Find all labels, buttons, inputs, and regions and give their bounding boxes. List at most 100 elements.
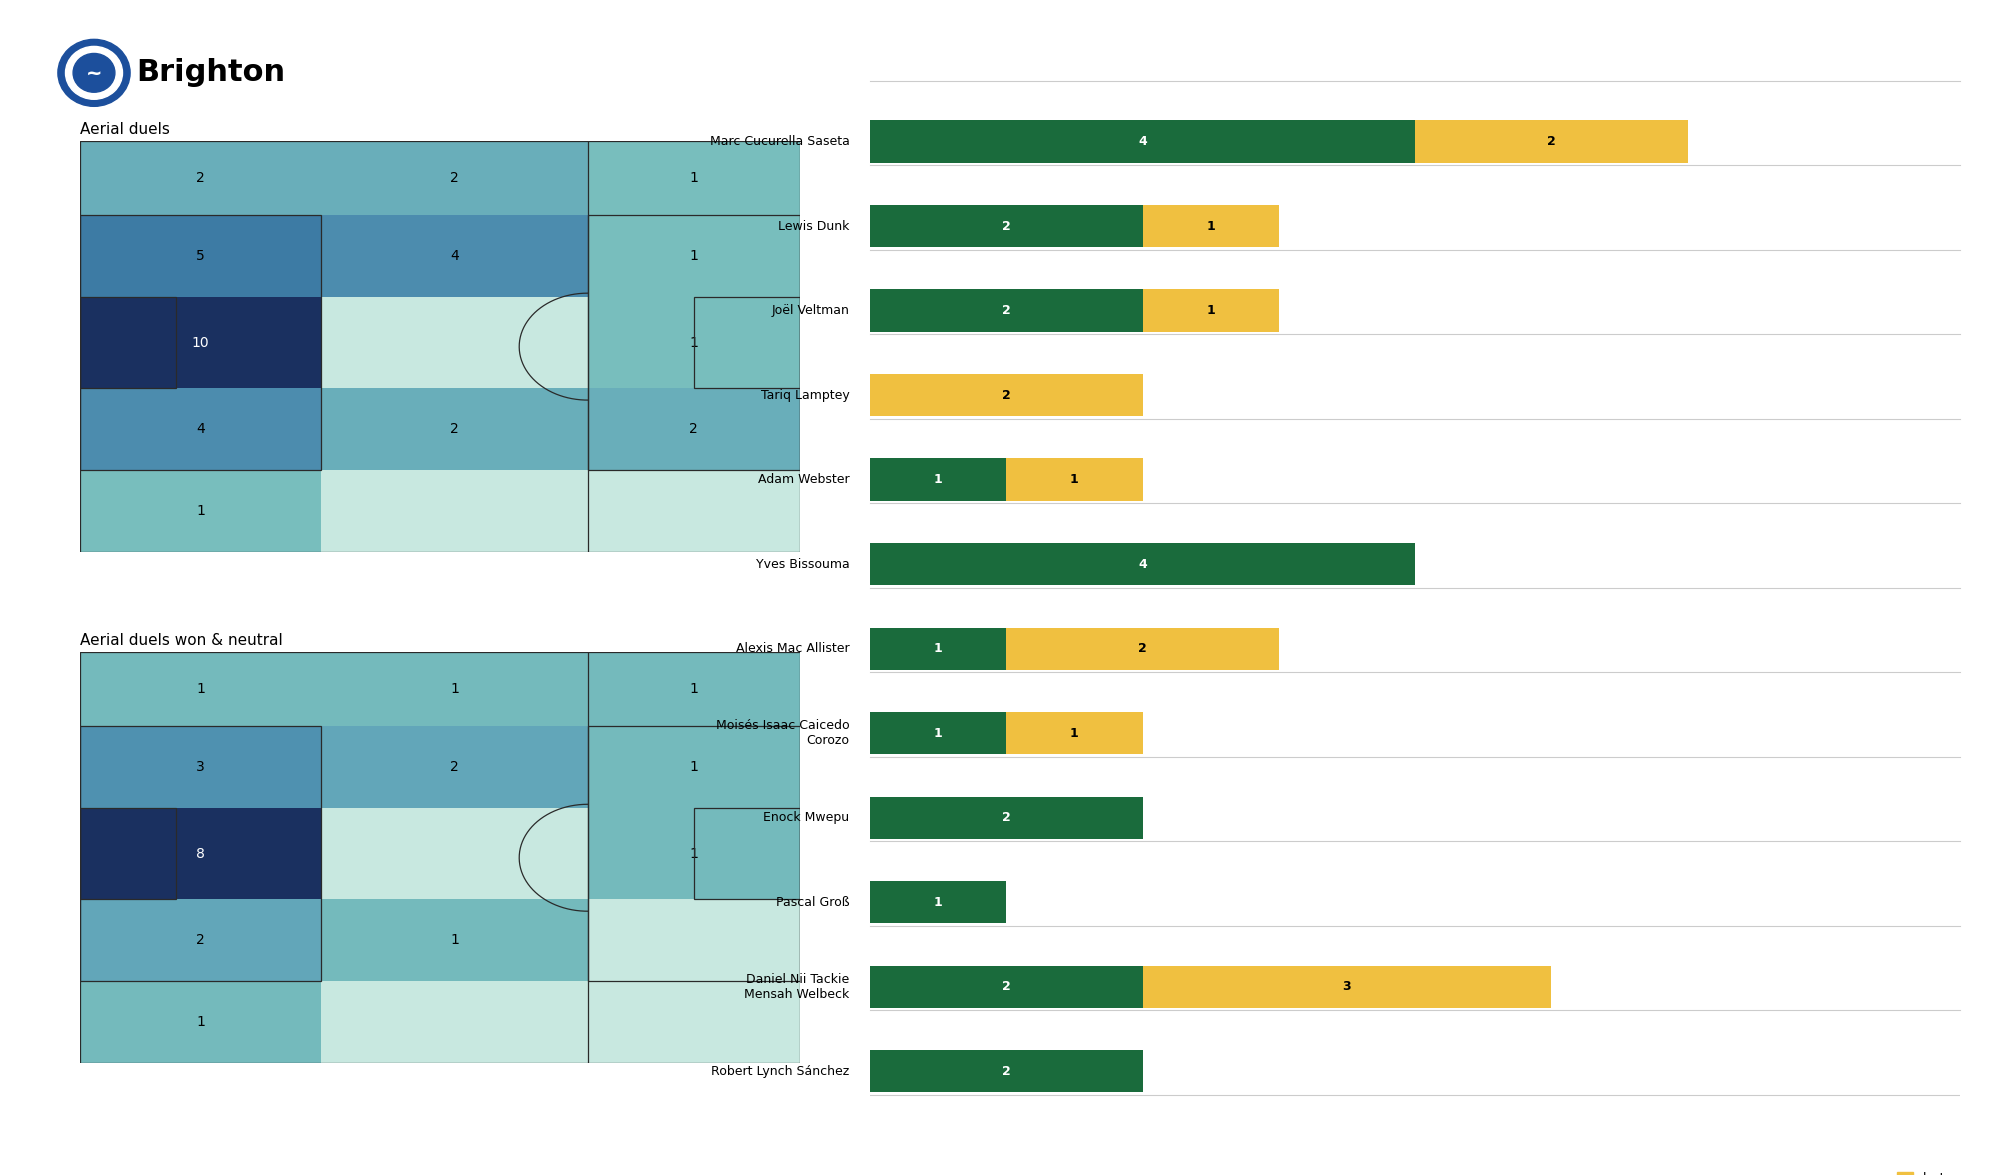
Bar	[1006, 712, 1142, 754]
Bar	[80, 388, 322, 470]
Bar	[322, 981, 588, 1063]
Ellipse shape	[66, 46, 122, 99]
Bar	[870, 627, 1006, 670]
Ellipse shape	[58, 39, 130, 106]
Bar	[80, 726, 322, 808]
Text: 1: 1	[1070, 726, 1078, 739]
Bar	[322, 899, 588, 981]
Bar	[322, 297, 588, 388]
Text: 1: 1	[196, 504, 206, 518]
Bar	[80, 141, 322, 215]
Text: 1: 1	[1206, 304, 1216, 317]
Bar	[588, 726, 800, 808]
Bar	[694, 297, 800, 388]
Text: 4: 4	[1138, 135, 1146, 148]
Bar	[588, 215, 800, 470]
Bar	[322, 470, 588, 552]
Text: 2: 2	[690, 422, 698, 436]
Text: 2: 2	[1002, 1065, 1010, 1077]
Bar	[80, 297, 322, 388]
Bar	[870, 712, 1006, 754]
Bar	[870, 966, 1142, 1008]
Bar	[322, 215, 588, 297]
Text: 1: 1	[196, 1015, 206, 1029]
Text: 3: 3	[1342, 980, 1352, 993]
Text: Pascal Groß: Pascal Groß	[776, 895, 850, 908]
Text: 2: 2	[1002, 220, 1010, 233]
Text: 4: 4	[196, 422, 204, 436]
Legend: lost, won: lost, won	[1892, 1167, 1954, 1175]
Bar	[870, 458, 1006, 501]
Text: 8: 8	[196, 847, 206, 860]
Text: 1: 1	[690, 760, 698, 774]
Text: Brighton: Brighton	[136, 59, 286, 87]
Bar	[588, 899, 800, 981]
Bar	[322, 808, 588, 899]
Text: 1: 1	[450, 933, 458, 947]
Text: 2: 2	[1002, 980, 1010, 993]
Bar	[870, 881, 1006, 924]
Bar	[1142, 204, 1278, 247]
Bar	[1006, 627, 1278, 670]
Text: 2: 2	[450, 172, 458, 184]
Bar	[588, 215, 800, 297]
Bar	[322, 141, 588, 215]
Bar	[1142, 289, 1278, 331]
Text: 1: 1	[690, 249, 698, 263]
Text: 2: 2	[196, 933, 204, 947]
Bar	[80, 470, 322, 552]
Text: 1: 1	[196, 683, 206, 696]
Text: Enock Mwepu: Enock Mwepu	[764, 811, 850, 824]
Text: 1: 1	[1206, 220, 1216, 233]
Bar	[322, 726, 588, 808]
Bar	[1142, 966, 1552, 1008]
Text: 2: 2	[1002, 389, 1010, 402]
Bar	[80, 899, 322, 981]
Bar	[588, 808, 800, 899]
Bar	[870, 121, 1416, 162]
Bar	[1006, 458, 1142, 501]
Text: Lewis Dunk: Lewis Dunk	[778, 220, 850, 233]
Bar	[80, 215, 322, 470]
Text: 2: 2	[196, 172, 204, 184]
Bar	[588, 297, 800, 388]
Text: Daniel Nii Tackie
Mensah Welbeck: Daniel Nii Tackie Mensah Welbeck	[744, 973, 850, 1001]
Bar	[870, 289, 1142, 331]
Bar	[1416, 121, 1688, 162]
Text: 2: 2	[1138, 643, 1146, 656]
Text: 1: 1	[690, 683, 698, 696]
Text: 1: 1	[934, 643, 942, 656]
Bar	[80, 215, 322, 297]
Text: 2: 2	[450, 760, 458, 774]
Text: 2: 2	[450, 422, 458, 436]
Text: 10: 10	[192, 336, 210, 349]
Bar	[322, 388, 588, 470]
Bar	[80, 981, 322, 1063]
Bar	[870, 204, 1142, 247]
Text: Moisés Isaac Caicedo
Corozo: Moisés Isaac Caicedo Corozo	[716, 719, 850, 747]
Text: 1: 1	[934, 474, 942, 486]
Text: 2: 2	[1546, 135, 1556, 148]
Bar	[870, 1050, 1142, 1093]
Bar	[80, 808, 176, 899]
Text: 5: 5	[196, 249, 204, 263]
Text: 1: 1	[934, 726, 942, 739]
Bar	[870, 374, 1142, 416]
Text: ~: ~	[86, 63, 102, 82]
Bar	[870, 543, 1416, 585]
Text: 2: 2	[1002, 304, 1010, 317]
Text: Tariq Lamptey: Tariq Lamptey	[760, 389, 850, 402]
Bar	[588, 726, 800, 981]
Bar	[588, 470, 800, 552]
Text: 1: 1	[450, 683, 458, 696]
Bar	[588, 388, 800, 470]
Text: Joël Veltman: Joël Veltman	[772, 304, 850, 317]
Text: 4: 4	[450, 249, 458, 263]
Text: Yves Bissouma: Yves Bissouma	[756, 558, 850, 571]
Bar	[322, 652, 588, 726]
Text: Aerial duels won & neutral: Aerial duels won & neutral	[80, 633, 282, 649]
Text: 3: 3	[196, 760, 204, 774]
Text: 4: 4	[1138, 558, 1146, 571]
Bar	[870, 797, 1142, 839]
Bar	[694, 808, 800, 899]
